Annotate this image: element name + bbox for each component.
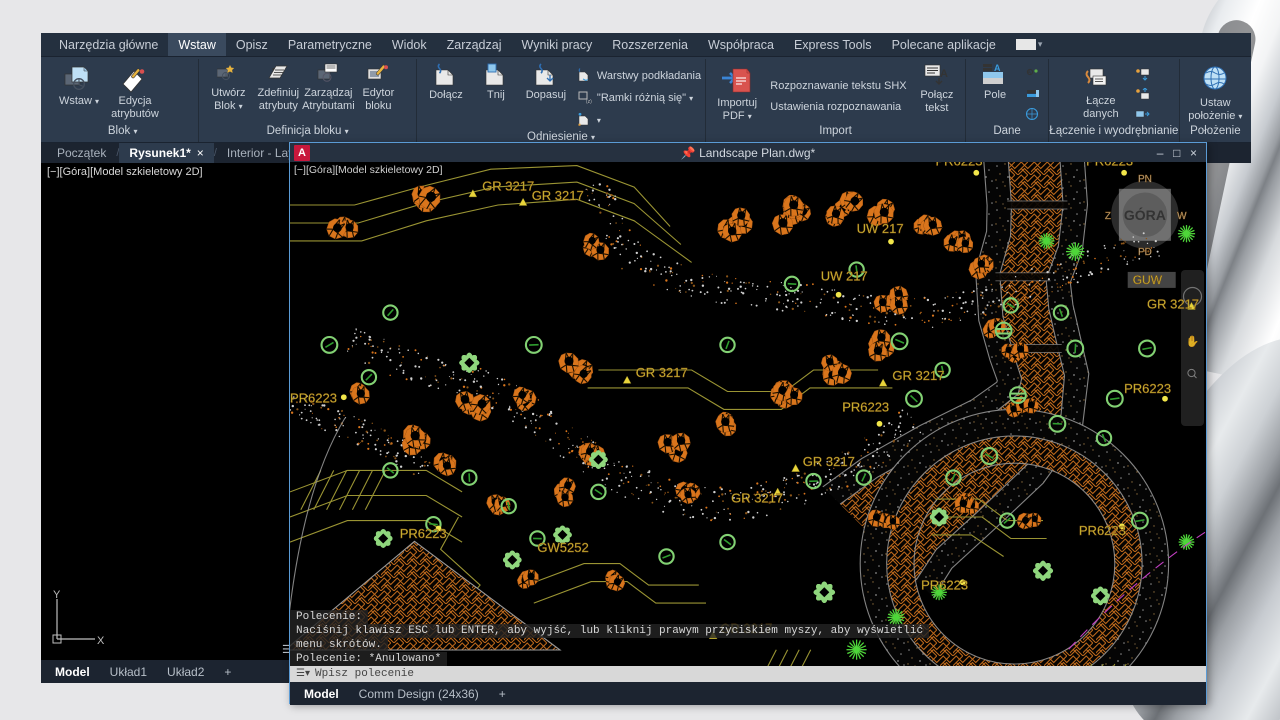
svg-text:GR 3217: GR 3217 (636, 365, 688, 380)
svg-text:X: X (97, 635, 105, 647)
svg-text:UW 217: UW 217 (857, 221, 904, 236)
svg-text:PN: PN (1138, 174, 1152, 185)
svg-text:GR 3217: GR 3217 (532, 188, 584, 203)
svg-text:A: A (1028, 70, 1032, 76)
svg-text:Z: Z (1105, 211, 1111, 222)
svg-text:GR 3217: GR 3217 (892, 368, 944, 383)
svg-text:PR6223: PR6223 (1086, 162, 1133, 169)
svg-text:GR 3217: GR 3217 (482, 179, 534, 194)
svg-text:PR6223: PR6223 (936, 162, 983, 169)
svg-text:GW5252: GW5252 (537, 540, 588, 555)
svg-text:PR6223: PR6223 (842, 400, 889, 415)
svg-text:PR6223: PR6223 (290, 390, 337, 405)
svg-text:(z): (z) (586, 99, 592, 105)
svg-text:PR6223: PR6223 (921, 577, 968, 592)
svg-text:PD: PD (1138, 247, 1152, 258)
svg-text:W: W (1177, 211, 1187, 222)
svg-text:A: A (994, 63, 1001, 73)
svg-text:PR6223: PR6223 (400, 526, 447, 541)
svg-text:A: A (940, 68, 948, 80)
svg-text:Y: Y (53, 589, 61, 601)
svg-text:PR6223: PR6223 (1079, 523, 1126, 538)
svg-text:GUW: GUW (1133, 273, 1163, 287)
svg-text:PR6223: PR6223 (1124, 381, 1171, 396)
svg-text:✋: ✋ (1186, 335, 1200, 348)
svg-text:GR 3217: GR 3217 (803, 454, 855, 469)
svg-text:GR 3217: GR 3217 (731, 491, 783, 506)
svg-text:UW 217: UW 217 (821, 268, 868, 283)
svg-text:GR 3217: GR 3217 (1147, 296, 1199, 311)
svg-text:GÓRA: GÓRA (1124, 206, 1166, 223)
